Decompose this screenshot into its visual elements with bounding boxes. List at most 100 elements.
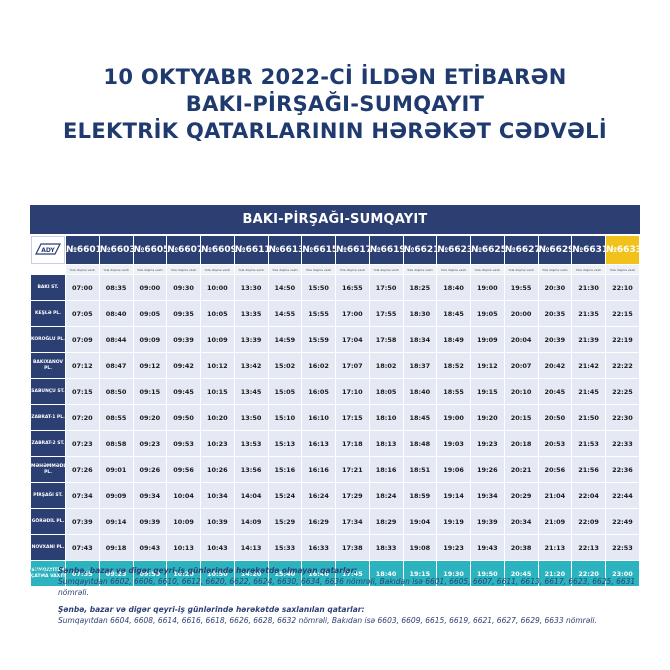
departure-time: 22:20 — [572, 561, 605, 586]
departure-time: 10:50 — [201, 561, 234, 586]
departure-time: 10:43 — [201, 535, 234, 560]
departure-time: 20:21 — [504, 457, 538, 482]
departure-time: 20:53 — [538, 431, 572, 456]
departure-time: 20:00 — [504, 301, 538, 326]
timetable: ADY №6601 №6603 №6605 №6607 №6609 №6611 №6613 №6… — [30, 235, 640, 587]
departure-time: 07:26 — [66, 457, 99, 482]
departure-time: 18:55 — [437, 379, 470, 404]
departure-time: 19:15 — [471, 379, 504, 404]
departure-time: 20:45 — [538, 379, 572, 404]
departure-label: Yola düşmə vaxtı — [471, 265, 504, 274]
departure-time: 19:05 — [471, 301, 504, 326]
notes-heading-2: Şənbə, bazar və digər qeyri-iş günlərind… — [58, 605, 365, 614]
station-name: BAKI ST. — [31, 275, 65, 300]
departure-time: 09:14 — [99, 509, 133, 534]
departure-time: 19:43 — [471, 535, 504, 560]
departure-time: 18:13 — [369, 431, 403, 456]
departure-time: 16:10 — [302, 405, 335, 430]
departure-time: 22:10 — [606, 275, 639, 300]
departure-time: 19:55 — [504, 275, 538, 300]
departure-time: 17:04 — [336, 327, 369, 352]
departure-time: 17:18 — [336, 431, 369, 456]
station-name: PİRŞAĞI ST. — [31, 483, 65, 508]
departure-time: 08:58 — [99, 431, 133, 456]
train-number: №6603 — [99, 236, 133, 264]
departure-time: 19:30 — [437, 561, 470, 586]
station-name: ZABRAT-1 PL. — [31, 405, 65, 430]
train-number: №6611 — [234, 236, 268, 264]
departure-time: 09:15 — [133, 379, 167, 404]
station-row: ZABRAT-1 PL. 07:20 08:55 09:20 09:50 10:20 13:… — [31, 405, 639, 430]
route-header: BAKI-PİRŞAĞI-SUMQAYIT — [30, 205, 640, 234]
departure-time: 18:33 — [369, 535, 403, 560]
departure-time: 20:10 — [504, 379, 538, 404]
departure-time: 18:51 — [403, 457, 437, 482]
departure-time: 18:48 — [403, 431, 437, 456]
departure-time: 10:04 — [167, 483, 200, 508]
empty-cell — [31, 265, 65, 274]
train-number: №6625 — [471, 236, 504, 264]
title-line-3: ELEKTRİK QATARLARININ HƏRƏKƏT CƏDVƏLİ — [63, 119, 607, 143]
departure-time: 19:20 — [471, 405, 504, 430]
departure-time: 13:56 — [234, 457, 268, 482]
departure-time: 17:34 — [336, 509, 369, 534]
departure-time: 20:42 — [538, 353, 572, 378]
departure-time: 18:29 — [369, 509, 403, 534]
departure-time: 22:36 — [606, 457, 639, 482]
train-number: №6601 — [66, 236, 99, 264]
departure-time: 15:29 — [268, 509, 302, 534]
departure-label: Yola düşmə vaxtı — [234, 265, 268, 274]
departure-time: 09:53 — [167, 431, 200, 456]
departure-time: 21:53 — [572, 431, 605, 456]
departure-time: 18:34 — [403, 327, 437, 352]
train-number: №6607 — [167, 236, 200, 264]
departure-time: 18:45 — [437, 301, 470, 326]
departure-time: 20:35 — [538, 301, 572, 326]
departure-time: 17:29 — [336, 483, 369, 508]
departure-time: 19:12 — [471, 353, 504, 378]
departure-time: 20:30 — [538, 275, 572, 300]
departure-time: 19:26 — [471, 457, 504, 482]
departure-time: 13:50 — [234, 405, 268, 430]
departure-time: 10:34 — [201, 483, 234, 508]
departure-time: 23:00 — [606, 561, 639, 586]
station-row: BAKIXANOV PL. 07:12 08:47 09:12 09:42 10:12 13… — [31, 353, 639, 378]
departure-label: Yola düşmə vaxtı — [538, 265, 572, 274]
departure-time: 15:13 — [268, 431, 302, 456]
departure-time: 15:16 — [268, 457, 302, 482]
departure-time: 19:15 — [403, 561, 437, 586]
departure-time: 15:05 — [268, 379, 302, 404]
departure-time: 22:44 — [606, 483, 639, 508]
departure-time: 17:07 — [336, 353, 369, 378]
departure-time: 22:19 — [606, 327, 639, 352]
departure-time: 15:55 — [302, 301, 335, 326]
departure-time: 21:09 — [538, 509, 572, 534]
departure-time: 16:29 — [302, 509, 335, 534]
train-number: №6623 — [437, 236, 470, 264]
departure-time: 22:15 — [606, 301, 639, 326]
departure-time: 21:39 — [572, 327, 605, 352]
departure-time: 22:49 — [606, 509, 639, 534]
departure-time: 16:13 — [302, 431, 335, 456]
departure-time: 18:25 — [403, 275, 437, 300]
notes-text-1: Sumqayıtdan 6602, 6606, 6610, 6612, 6620… — [58, 577, 636, 597]
departure-time: 09:30 — [167, 275, 200, 300]
departure-time: 08:35 — [99, 275, 133, 300]
departure-time: 21:45 — [572, 379, 605, 404]
station-row: BAKI ST. 07:00 08:35 09:00 09:30 10:00 13:30 14… — [31, 275, 639, 300]
departure-time: 15:24 — [268, 483, 302, 508]
departure-time: 09:18 — [99, 535, 133, 560]
departure-time: 17:50 — [369, 275, 403, 300]
departure-time: 21:42 — [572, 353, 605, 378]
departure-time: 13:39 — [234, 327, 268, 352]
departure-time: 18:30 — [403, 301, 437, 326]
station-row: MƏHƏMMƏDLİ PL. 07:26 09:01 09:26 09:56 10:26 1… — [31, 457, 639, 482]
departure-time: 17:15 — [336, 405, 369, 430]
departure-time: 08:40 — [99, 301, 133, 326]
departure-label: Yola düşmə vaxtı — [572, 265, 605, 274]
departure-time: 16:16 — [302, 457, 335, 482]
departure-time: 10:12 — [201, 353, 234, 378]
departure-time: 10:26 — [201, 457, 234, 482]
departure-time: 21:04 — [538, 483, 572, 508]
departure-time: 13:45 — [234, 379, 268, 404]
